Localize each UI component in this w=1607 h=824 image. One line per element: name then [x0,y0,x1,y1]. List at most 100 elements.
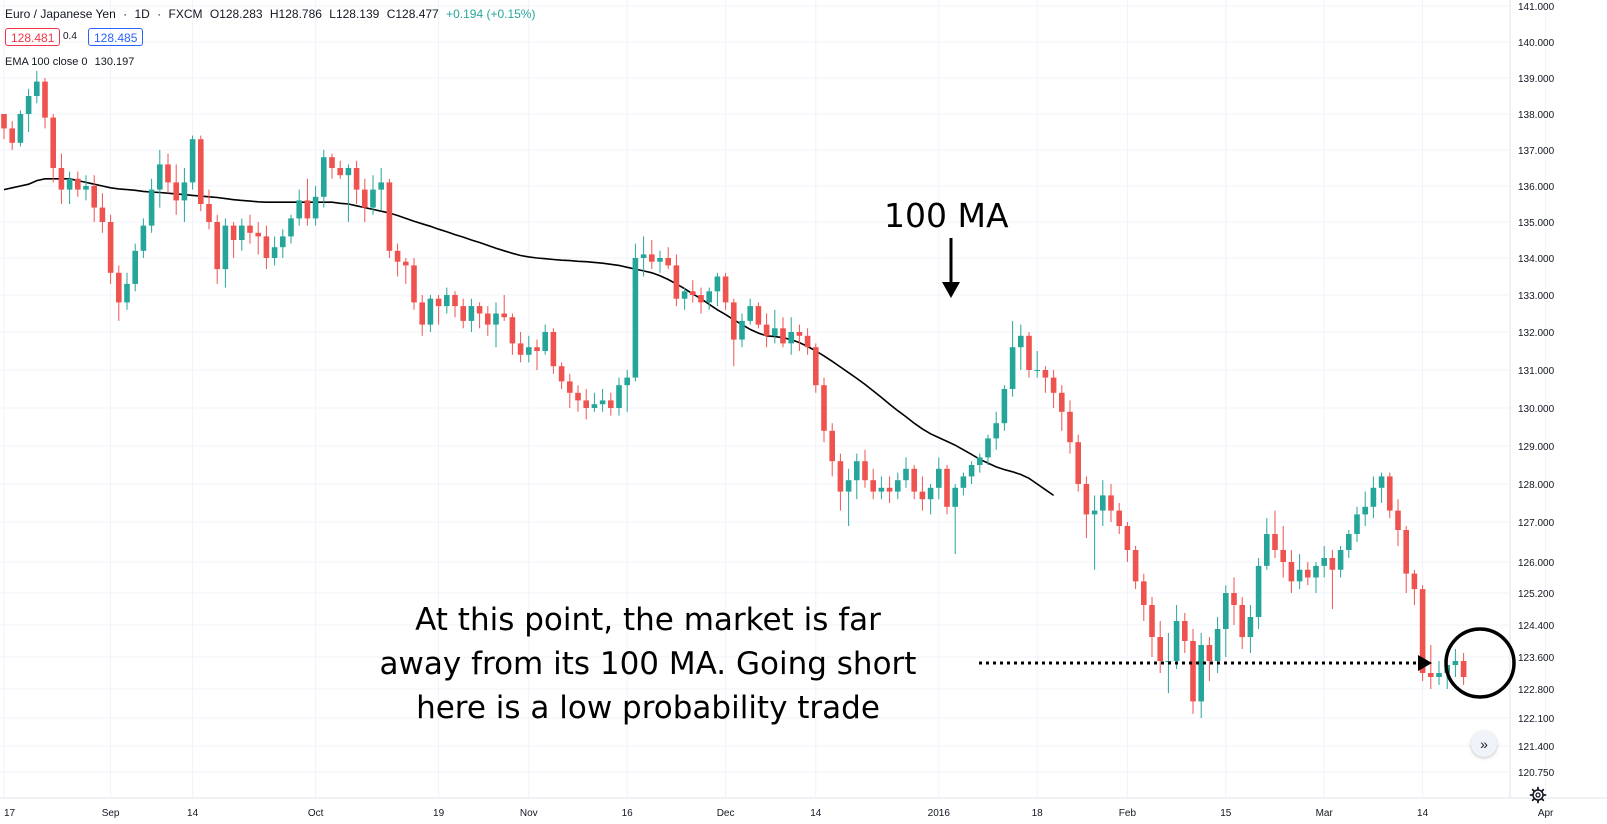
price-tick-label: 126.000 [1518,558,1555,569]
candle [788,317,794,355]
candle [1378,472,1385,503]
candle [886,476,893,503]
time-axis: 17 Sep 14 Oct 19 Nov 16 Dec 14 2016 18 Feb 15 Mar 14 Ap… [0,797,1607,819]
candle [1067,400,1073,454]
symbol-name[interactable]: Euro / Japanese Yen [5,7,116,21]
candle [1370,476,1377,519]
buy-price-button[interactable]: 128.485 [88,28,144,46]
candle [1337,546,1344,578]
candle [1173,605,1180,669]
candle [1149,597,1155,657]
candle [1,114,7,140]
candle [1346,530,1352,558]
time-tick-label: Nov [520,808,538,819]
candle [419,295,425,336]
double-chevron-right-icon[interactable]: » [1471,731,1497,757]
candle [903,457,909,488]
candle [9,121,15,150]
candle [362,178,368,222]
candle [583,389,589,420]
sell-price-button[interactable]: 128.481 [5,28,61,46]
candle [198,135,204,212]
candle [107,214,114,284]
candle [608,392,614,416]
candle [616,377,622,416]
candle [657,250,663,273]
price-tick-label: 135.000 [1518,218,1555,229]
interval[interactable]: 1D [134,7,150,21]
candle [1182,613,1188,653]
candle [271,236,278,266]
candle [1018,324,1024,370]
candle [591,392,598,412]
highlight-circle [1444,627,1516,699]
candle [1157,621,1163,673]
candle [1083,476,1090,538]
indicator-label: EMA 100 close 0 [5,56,88,68]
price-tick-label: 121.400 [1518,742,1555,753]
candle [476,302,483,329]
candle [714,272,721,307]
candle [624,370,630,412]
candle [747,298,753,325]
candle [1313,562,1319,593]
price-tick-label: 140.000 [1518,38,1555,49]
candle [763,313,770,348]
candle [329,153,335,179]
price-tick-label: 127.000 [1518,518,1555,529]
candle [1362,491,1368,526]
price-tick-label: 139.000 [1518,74,1555,85]
candle [837,453,844,511]
candle [189,135,196,190]
note-line: At this point, the market is far [415,602,881,638]
candle [222,218,229,288]
candle [534,339,540,370]
time-tick-label: 18 [1032,808,1044,819]
candle [690,280,696,303]
candle [493,302,499,348]
candle [681,287,688,310]
candle [75,171,81,197]
indicator-value: 130.197 [94,56,135,68]
candle [1132,546,1139,590]
candle [288,214,294,244]
candle [34,70,40,104]
candle [1428,645,1434,689]
candle [927,484,934,515]
candle [1091,495,1098,570]
candle [952,484,958,554]
candle [706,287,712,310]
candle [558,362,565,389]
gear-icon[interactable] [1529,786,1547,804]
candle [944,465,950,515]
candle [1009,320,1016,397]
candle [116,265,122,321]
candle [157,150,163,208]
candle [304,178,311,226]
candle [1034,351,1040,378]
candle [1387,472,1393,519]
price-tick-label: 136.000 [1518,182,1555,193]
price-tick-label: 125.200 [1518,589,1555,600]
candle [829,423,835,477]
candle [1296,554,1303,590]
candle [1247,605,1254,653]
candle [1108,484,1114,522]
candle [698,287,704,314]
time-tick-label: Apr [1538,808,1554,819]
candle [1264,518,1270,570]
price-tick-label: 122.100 [1518,714,1555,725]
candle [280,229,286,258]
candle [960,472,967,496]
candle [739,313,745,348]
candle [854,453,860,500]
candle [1329,550,1336,609]
candle [895,472,901,500]
candle [25,88,32,132]
candle [1231,577,1237,625]
indicator-legend[interactable]: EMA 100 close 0 130.197 [5,56,138,68]
candle [862,449,868,488]
candle [1354,506,1360,542]
candle [370,175,376,215]
